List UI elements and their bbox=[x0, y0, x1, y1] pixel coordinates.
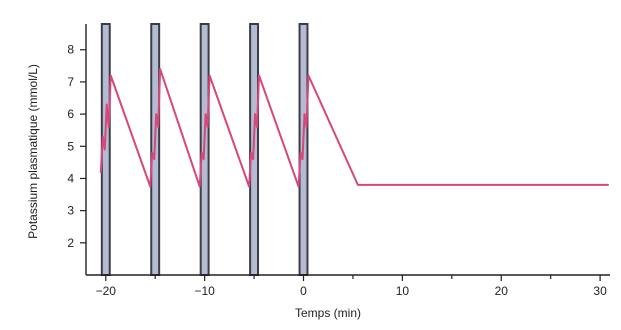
y-tick-label: 2 bbox=[67, 236, 74, 250]
y-tick-label: 7 bbox=[67, 75, 74, 89]
x-tick-label: 30 bbox=[593, 284, 607, 298]
labels-layer: Temps (min) Potassium plasmatique (mmol/… bbox=[26, 64, 361, 320]
y-tick-label: 5 bbox=[67, 139, 74, 153]
x-tick-label: 0 bbox=[300, 284, 307, 298]
series-line-1 bbox=[99, 68, 610, 188]
series-layer bbox=[99, 68, 610, 188]
y-tick-label: 6 bbox=[67, 107, 74, 121]
x-tick-label: −10 bbox=[194, 284, 215, 298]
axes-layer: 2 3 4 5 6 7 8 −20 −10 0 10 20 30 bbox=[67, 24, 610, 298]
y-tick-label: 3 bbox=[67, 204, 74, 218]
y-tick-label: 8 bbox=[67, 43, 74, 57]
x-tick-label: 20 bbox=[495, 284, 509, 298]
x-tick-label: 10 bbox=[396, 284, 410, 298]
y-axis-label: Potassium plasmatique (mmol/L) bbox=[26, 64, 40, 239]
y-tick-label: 4 bbox=[67, 171, 74, 185]
x-tick-label: −20 bbox=[96, 284, 117, 298]
x-axis-label: Temps (min) bbox=[295, 306, 361, 320]
